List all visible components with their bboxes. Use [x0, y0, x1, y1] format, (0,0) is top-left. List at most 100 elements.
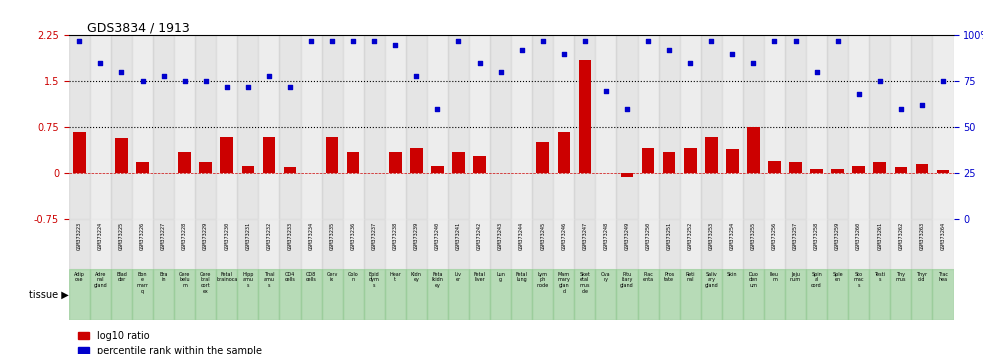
Text: GSM373247: GSM373247 [582, 222, 588, 250]
Point [640, 38, 656, 44]
Bar [196, 219, 216, 269]
Bar [659, 219, 679, 269]
Text: Lym
ph
node: Lym ph node [537, 272, 549, 288]
Text: Cere
bral
cort
ex: Cere bral cort ex [200, 272, 211, 294]
Bar [473, 156, 486, 173]
Text: Lun
g: Lun g [496, 272, 505, 282]
Bar [806, 219, 827, 269]
Text: Thal
amu
s: Thal amu s [263, 272, 274, 288]
Bar [279, 269, 301, 320]
Bar [810, 169, 823, 173]
Bar [511, 269, 532, 320]
Bar [69, 269, 89, 320]
Point [662, 47, 677, 53]
Point [261, 73, 277, 79]
Bar [511, 35, 532, 219]
Bar [874, 162, 886, 173]
Bar [596, 35, 616, 219]
Bar [532, 35, 553, 219]
Bar [806, 269, 827, 320]
Bar [848, 35, 869, 219]
Text: Plac
enta: Plac enta [643, 272, 654, 282]
Text: GSM373238: GSM373238 [393, 222, 398, 250]
Bar [915, 164, 928, 173]
Bar [301, 219, 321, 269]
Legend: log10 ratio, percentile rank within the sample: log10 ratio, percentile rank within the … [74, 327, 265, 354]
Text: GSM373251: GSM373251 [666, 222, 671, 250]
Text: Pros
tate: Pros tate [665, 272, 674, 282]
Point [851, 91, 867, 97]
Bar [596, 269, 616, 320]
Bar [469, 269, 491, 320]
Text: Sto
mac
s: Sto mac s [853, 272, 864, 288]
Bar [432, 166, 443, 173]
Bar [574, 35, 596, 219]
Text: Epid
dym
s: Epid dym s [369, 272, 379, 288]
Text: GSM373242: GSM373242 [477, 222, 482, 250]
Text: Adip
ose: Adip ose [74, 272, 85, 282]
Bar [384, 269, 406, 320]
Text: GSM373240: GSM373240 [434, 222, 440, 250]
Bar [663, 152, 675, 173]
Text: GSM373234: GSM373234 [309, 222, 314, 250]
Point [767, 38, 782, 44]
Bar [259, 269, 279, 320]
Bar [638, 219, 659, 269]
Point [724, 51, 740, 57]
Bar [196, 269, 216, 320]
Text: Adre
nal
gland: Adre nal gland [93, 272, 107, 288]
Bar [259, 35, 279, 219]
Bar [869, 219, 891, 269]
Bar [620, 173, 633, 177]
Bar [869, 269, 891, 320]
Text: GSM373253: GSM373253 [709, 222, 714, 250]
Point [809, 69, 825, 75]
Bar [153, 269, 174, 320]
Bar [178, 152, 191, 173]
Text: Cerv
ix: Cerv ix [326, 272, 338, 282]
Text: GSM373261: GSM373261 [877, 222, 883, 250]
Bar [701, 219, 722, 269]
Text: GSM373252: GSM373252 [688, 222, 693, 250]
Bar [343, 219, 364, 269]
Bar [279, 219, 301, 269]
Bar [574, 269, 596, 320]
Bar [553, 269, 574, 320]
Bar [891, 269, 911, 320]
Bar [684, 148, 697, 173]
Bar [679, 269, 701, 320]
Bar [848, 269, 869, 320]
Bar [679, 219, 701, 269]
Point [577, 38, 593, 44]
Text: Kidn
ey: Kidn ey [411, 272, 422, 282]
Text: Ileu
m: Ileu m [770, 272, 779, 282]
Bar [659, 269, 679, 320]
Point [935, 79, 951, 84]
Bar [237, 219, 259, 269]
Text: GSM373241: GSM373241 [456, 222, 461, 250]
Text: GSM373236: GSM373236 [351, 222, 356, 250]
Bar [806, 35, 827, 219]
Text: GSM373245: GSM373245 [541, 222, 546, 250]
Bar [747, 127, 760, 173]
Point [72, 38, 87, 44]
Bar [301, 269, 321, 320]
Point [198, 79, 213, 84]
Point [914, 103, 930, 108]
Bar [768, 161, 781, 173]
Bar [237, 35, 259, 219]
Bar [448, 35, 469, 219]
Bar [933, 35, 954, 219]
Text: GSM373230: GSM373230 [224, 222, 229, 250]
Bar [115, 138, 128, 173]
Text: Reti
nal: Reti nal [685, 272, 695, 282]
Text: GSM373248: GSM373248 [604, 222, 608, 250]
Bar [153, 35, 174, 219]
Bar [616, 35, 638, 219]
Bar [785, 35, 806, 219]
Bar [284, 167, 296, 173]
Bar [364, 269, 384, 320]
Bar [764, 35, 785, 219]
Bar [364, 35, 384, 219]
Point [619, 106, 635, 112]
